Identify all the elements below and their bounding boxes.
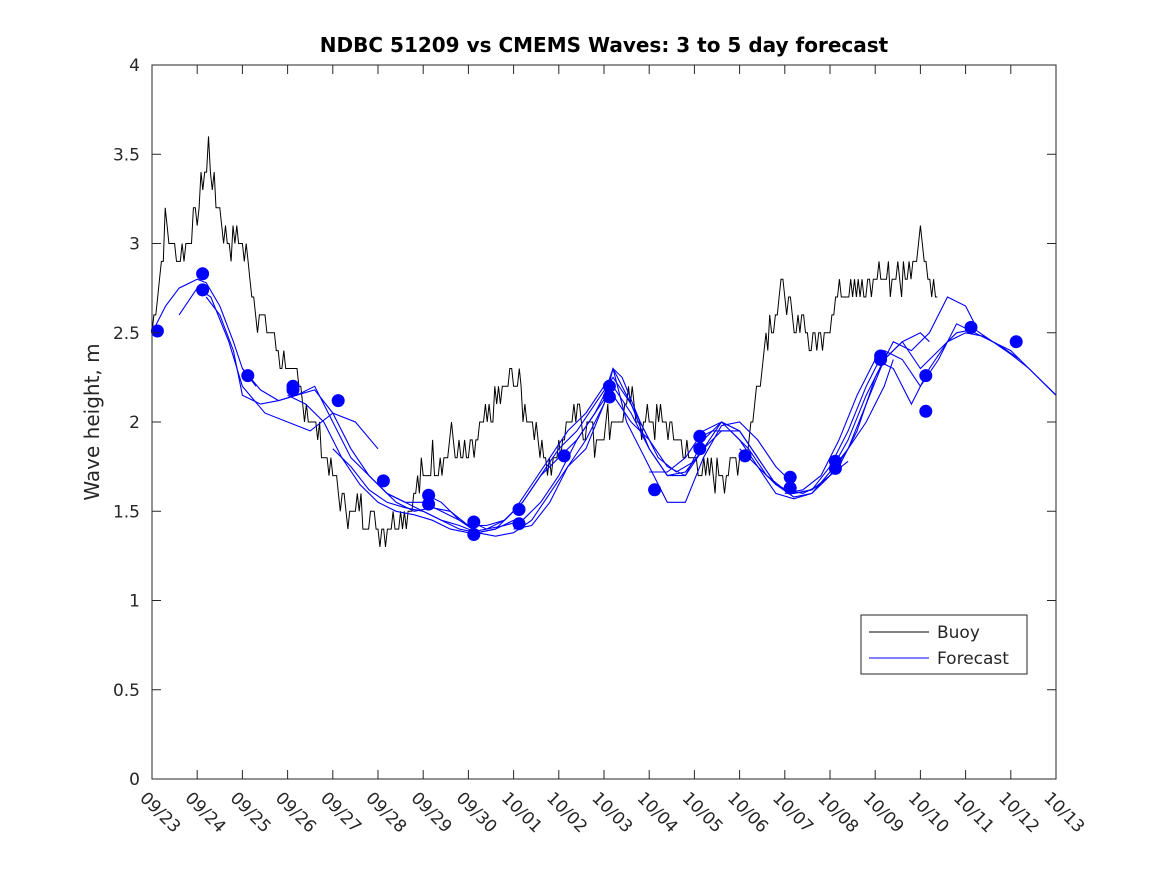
buoy-line — [151, 136, 938, 548]
y-tick-label: 4 — [129, 56, 140, 76]
forecast-marker-11 — [467, 528, 481, 541]
x-tick-label: 10/08 — [813, 788, 862, 837]
forecast-marker-16 — [602, 390, 616, 404]
x-tick-label: 10/03 — [587, 788, 636, 837]
forecast-marker-22 — [783, 481, 797, 495]
forecast-marker-26 — [874, 353, 888, 366]
forecast-line-16 — [829, 328, 1057, 473]
y-tick-label: 1.5 — [113, 502, 140, 522]
forecast-marker-28 — [919, 404, 933, 418]
legend-buoy-label: Buoy — [937, 623, 980, 643]
forecast-marker-2 — [196, 283, 210, 297]
x-tick-label: 10/06 — [723, 788, 772, 837]
forecast-marker-24 — [828, 461, 842, 475]
y-tick-label: 2.5 — [113, 324, 140, 344]
forecast-marker-21 — [783, 470, 797, 484]
forecast-marker-29 — [964, 320, 978, 334]
x-tick-label: 10/01 — [497, 788, 546, 837]
forecast-marker-13 — [512, 517, 526, 531]
forecast-marker-18 — [693, 429, 707, 443]
y-axis-label: Wave height, m — [80, 343, 104, 500]
forecast-marker-10 — [467, 515, 481, 529]
forecast-marker-27 — [919, 369, 933, 383]
y-tick-label: 0.5 — [113, 681, 140, 701]
legend-box — [860, 614, 1028, 675]
x-tick-label: 09/26 — [271, 788, 320, 837]
x-tick-label: 10/02 — [542, 788, 591, 837]
y-tick-label: 0 — [129, 770, 140, 790]
legend-forecast-label: Forecast — [937, 649, 1009, 669]
forecast-marker-12 — [512, 503, 526, 516]
forecast-marker-0 — [150, 324, 164, 338]
x-tick-label: 10/11 — [949, 788, 998, 837]
x-tick-label: 10/07 — [768, 788, 817, 837]
buoy-series-group — [151, 136, 938, 548]
x-tick-label: 09/23 — [135, 788, 184, 837]
forecast-line-9 — [513, 368, 795, 530]
forecast-marker-3 — [241, 369, 255, 383]
x-tick-label: 10/05 — [678, 788, 727, 837]
forecast-line-0 — [151, 278, 257, 387]
forecast-marker-19 — [693, 442, 707, 456]
y-tick-label: 3 — [129, 235, 140, 255]
forecast-marker-8 — [422, 488, 436, 502]
forecast-marker-14 — [557, 449, 571, 463]
x-tick-label: 09/30 — [452, 788, 501, 837]
forecast-marker-15 — [602, 379, 616, 393]
x-tick-label: 09/27 — [316, 788, 365, 837]
forecast-marker-1 — [196, 267, 210, 281]
forecast-marker-30 — [1009, 335, 1023, 349]
chart-title: NDBC 51209 vs CMEMS Waves: 3 to 5 day fo… — [320, 33, 889, 57]
forecast-marker-20 — [738, 449, 752, 463]
forecast-marker-6 — [331, 394, 345, 408]
x-tick-label: 10/10 — [904, 788, 953, 837]
forecast-markers-group — [150, 267, 1023, 541]
x-tick-label: 10/12 — [994, 788, 1043, 837]
y-tick-label: 1 — [129, 592, 140, 612]
forecast-marker-7 — [376, 474, 390, 488]
y-tick-label: 2 — [129, 413, 140, 433]
x-tick-label: 10/09 — [859, 788, 908, 837]
legend: Buoy Forecast — [860, 614, 1028, 675]
forecast-marker-5 — [286, 383, 300, 397]
forecast-marker-9 — [422, 497, 436, 511]
y-tick-label: 3.5 — [113, 145, 140, 165]
x-tick-label: 09/25 — [226, 788, 275, 837]
x-tick-label: 09/24 — [181, 788, 230, 837]
forecast-line-11 — [612, 359, 894, 498]
x-tick-label: 10/04 — [633, 788, 682, 837]
x-tick-label: 10/13 — [1039, 788, 1088, 837]
x-tick-label: 09/28 — [361, 788, 410, 837]
x-tick-label: 09/29 — [407, 788, 456, 837]
forecast-marker-17 — [648, 483, 662, 497]
